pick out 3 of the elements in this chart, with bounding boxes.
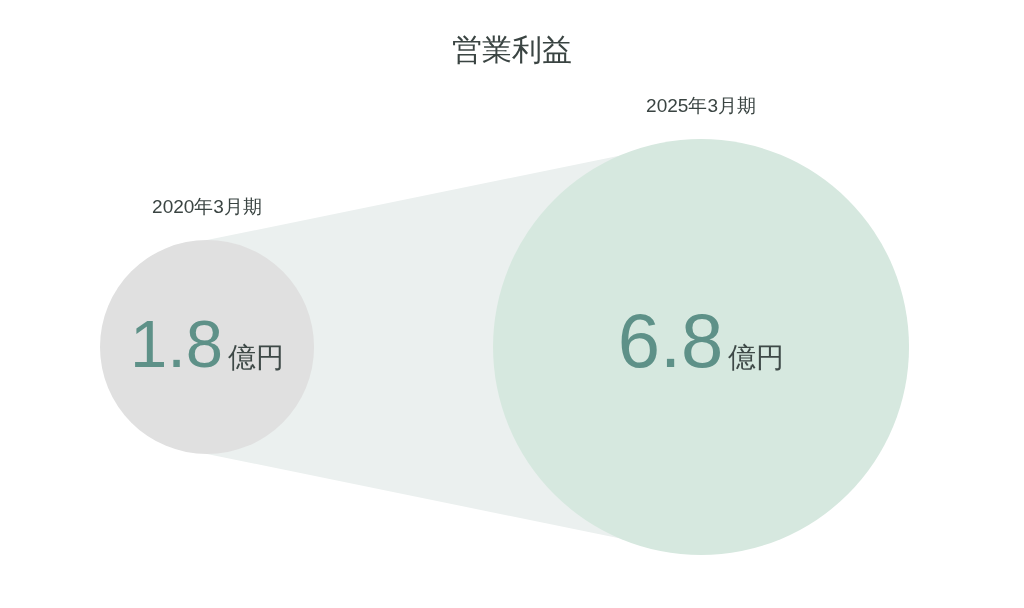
category-label: 2025年3月期	[646, 95, 756, 116]
text: 営業利益	[452, 33, 572, 66]
category-label: 2020年3月期	[152, 195, 262, 217]
